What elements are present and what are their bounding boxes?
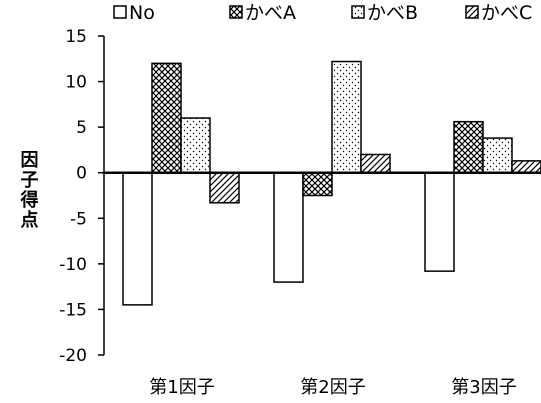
legend-label: No: [129, 2, 155, 24]
legend-swatch-diagonal: [465, 5, 479, 19]
bar-crosshatch-3: [453, 120, 484, 174]
bar-diagonal-1: [209, 171, 240, 204]
y-tick-label: -15: [59, 300, 87, 320]
bar-diagonal-2: [360, 153, 391, 174]
bar-blank-1: [122, 171, 153, 306]
category-label: 第3因子: [451, 377, 516, 398]
bar-blank-2: [273, 171, 304, 283]
bar-dots-1: [180, 117, 211, 174]
legend-swatch-dots: [351, 5, 365, 19]
bar-crosshatch-2: [302, 171, 333, 197]
legend-label: かべB: [367, 2, 418, 24]
bar-dots-3: [482, 137, 513, 174]
y-tick-label: -10: [59, 255, 87, 275]
bar-dots-2: [331, 60, 362, 174]
bar-crosshatch-1: [151, 62, 182, 174]
y-tick-label: 15: [65, 27, 87, 47]
category-label: 第1因子: [149, 377, 214, 398]
y-tick-label: 10: [65, 73, 87, 93]
legend-label: かべC: [481, 2, 532, 24]
y-tick-label: -5: [70, 209, 87, 229]
legend-label: かべA: [245, 2, 296, 24]
y-tick-label: 0: [76, 164, 87, 184]
y-axis: 15 10 5 0 -5 -10 -15 -20: [59, 27, 105, 366]
y-tick-label: -20: [59, 346, 87, 366]
y-tick-label: 5: [76, 118, 87, 138]
y-axis-label: 因子得点: [18, 150, 40, 230]
bar-diagonal-3: [511, 160, 541, 174]
x-axis-labels: 第1因子 第2因子 第3因子: [149, 377, 516, 398]
legend-swatch-blank: [113, 5, 127, 19]
bars: [104, 60, 541, 306]
category-label: 第2因子: [300, 377, 365, 398]
bar-blank-3: [424, 171, 455, 272]
legend: No かべA かべB かべC: [113, 2, 532, 24]
legend-swatch-crosshatch: [229, 5, 243, 19]
